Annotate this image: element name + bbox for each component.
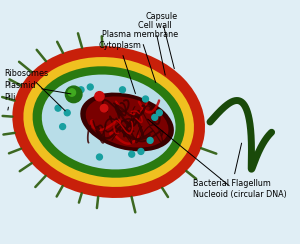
Circle shape bbox=[142, 96, 148, 102]
Ellipse shape bbox=[80, 92, 174, 152]
Text: Bacterial Flagellum: Bacterial Flagellum bbox=[194, 143, 271, 188]
Ellipse shape bbox=[42, 75, 176, 169]
Circle shape bbox=[60, 124, 66, 130]
Ellipse shape bbox=[86, 96, 169, 148]
Text: Plasmid: Plasmid bbox=[4, 81, 71, 94]
Circle shape bbox=[129, 151, 135, 157]
Circle shape bbox=[156, 110, 162, 116]
Text: Cell wall: Cell wall bbox=[138, 21, 172, 75]
Ellipse shape bbox=[33, 66, 185, 178]
Circle shape bbox=[100, 104, 108, 112]
Circle shape bbox=[87, 84, 93, 90]
Circle shape bbox=[69, 96, 75, 102]
Text: Nucleoid (circular DNA): Nucleoid (circular DNA) bbox=[148, 119, 287, 199]
Text: Pili: Pili bbox=[4, 93, 16, 110]
Text: Plasma membrane: Plasma membrane bbox=[102, 30, 178, 82]
Circle shape bbox=[119, 87, 125, 93]
Text: Capsule: Capsule bbox=[145, 12, 177, 69]
Circle shape bbox=[78, 87, 84, 93]
Circle shape bbox=[95, 92, 104, 101]
Text: Ribosomes: Ribosomes bbox=[4, 69, 65, 111]
Circle shape bbox=[147, 137, 153, 143]
Circle shape bbox=[138, 149, 144, 154]
Text: Cytoplasm: Cytoplasm bbox=[98, 41, 141, 93]
Circle shape bbox=[65, 86, 82, 103]
Ellipse shape bbox=[23, 57, 194, 187]
Circle shape bbox=[97, 154, 102, 160]
Circle shape bbox=[55, 105, 61, 111]
Ellipse shape bbox=[12, 46, 205, 198]
Circle shape bbox=[64, 110, 70, 116]
Circle shape bbox=[152, 114, 158, 120]
Circle shape bbox=[68, 89, 76, 96]
